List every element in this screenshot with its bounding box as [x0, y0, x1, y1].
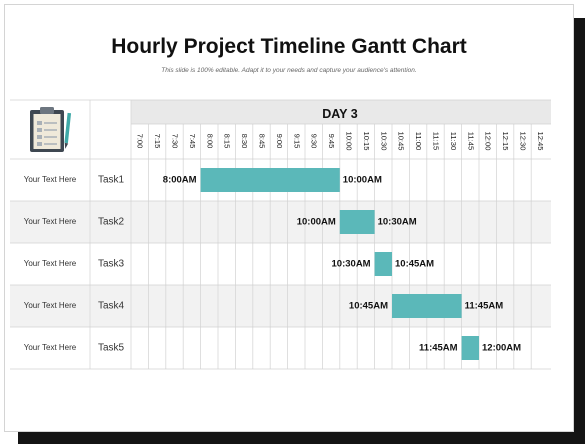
- time-tick-label: 9:45: [327, 134, 336, 149]
- time-tick-label: 10:00: [345, 131, 354, 150]
- bar-end-label: 12:00AM: [482, 343, 521, 354]
- time-tick-label: 11:45: [466, 132, 475, 150]
- row-description: Your Text Here: [24, 259, 77, 268]
- time-tick-label: 9:15: [292, 134, 301, 149]
- day-label: DAY 3: [322, 107, 357, 121]
- row-description: Your Text Here: [24, 301, 77, 310]
- row-description: Your Text Here: [24, 343, 77, 352]
- time-tick-label: 10:30: [379, 131, 388, 150]
- bar-start-label: 11:45AM: [419, 343, 458, 354]
- bar-end-label: 10:00AM: [343, 175, 382, 186]
- time-tick-label: 7:00: [136, 134, 145, 149]
- gantt-bar: [374, 252, 392, 276]
- time-tick-label: 8:45: [258, 134, 267, 149]
- time-tick-label: 7:15: [153, 134, 162, 149]
- time-tick-label: 7:30: [171, 134, 180, 149]
- task-label: Task5: [98, 343, 125, 354]
- time-tick-label: 9:00: [275, 134, 284, 149]
- bar-start-label: 8:00AM: [163, 175, 197, 186]
- bar-start-label: 10:45AM: [349, 301, 388, 312]
- task-label: Task4: [98, 301, 125, 312]
- task-label: Task3: [98, 259, 125, 270]
- gantt-bar: [461, 336, 479, 360]
- bar-start-label: 10:00AM: [297, 217, 336, 228]
- time-tick-label: 12:30: [519, 131, 528, 150]
- bar-end-label: 11:45AM: [465, 301, 504, 312]
- bar-end-label: 10:45AM: [395, 259, 434, 270]
- gantt-bar: [339, 210, 375, 234]
- time-tick-label: 11:30: [449, 132, 458, 150]
- time-tick-label: 8:00: [205, 134, 214, 149]
- row-shade: [10, 201, 551, 243]
- time-tick-label: 12:00: [484, 131, 493, 150]
- row-description: Your Text Here: [24, 217, 77, 226]
- time-tick-label: 11:15: [432, 132, 441, 150]
- page-title: Hourly Project Timeline Gantt Chart: [111, 35, 467, 58]
- task-label: Task1: [98, 175, 125, 186]
- bar-end-label: 10:30AM: [378, 217, 417, 228]
- clipboard-icon: [30, 107, 72, 152]
- time-tick-label: 11:00: [414, 132, 423, 150]
- time-tick-label: 9:30: [310, 134, 319, 149]
- time-tick-label: 12:15: [501, 131, 510, 150]
- time-tick-label: 10:45: [397, 131, 406, 150]
- gantt-bar: [200, 168, 340, 192]
- time-tick-label: 12:45: [536, 131, 545, 150]
- row-description: Your Text Here: [24, 175, 77, 184]
- time-tick-label: 8:30: [240, 134, 249, 149]
- task-label: Task2: [98, 217, 125, 228]
- day-header-bg: [131, 100, 551, 124]
- page-subtitle: This slide is 100% editable. Adapt it to…: [161, 67, 417, 74]
- time-tick-label: 8:15: [223, 134, 232, 149]
- bar-start-label: 10:30AM: [332, 259, 371, 270]
- time-tick-label: 10:15: [362, 131, 371, 150]
- time-tick-label: 7:45: [188, 134, 197, 149]
- gantt-bar: [392, 294, 462, 318]
